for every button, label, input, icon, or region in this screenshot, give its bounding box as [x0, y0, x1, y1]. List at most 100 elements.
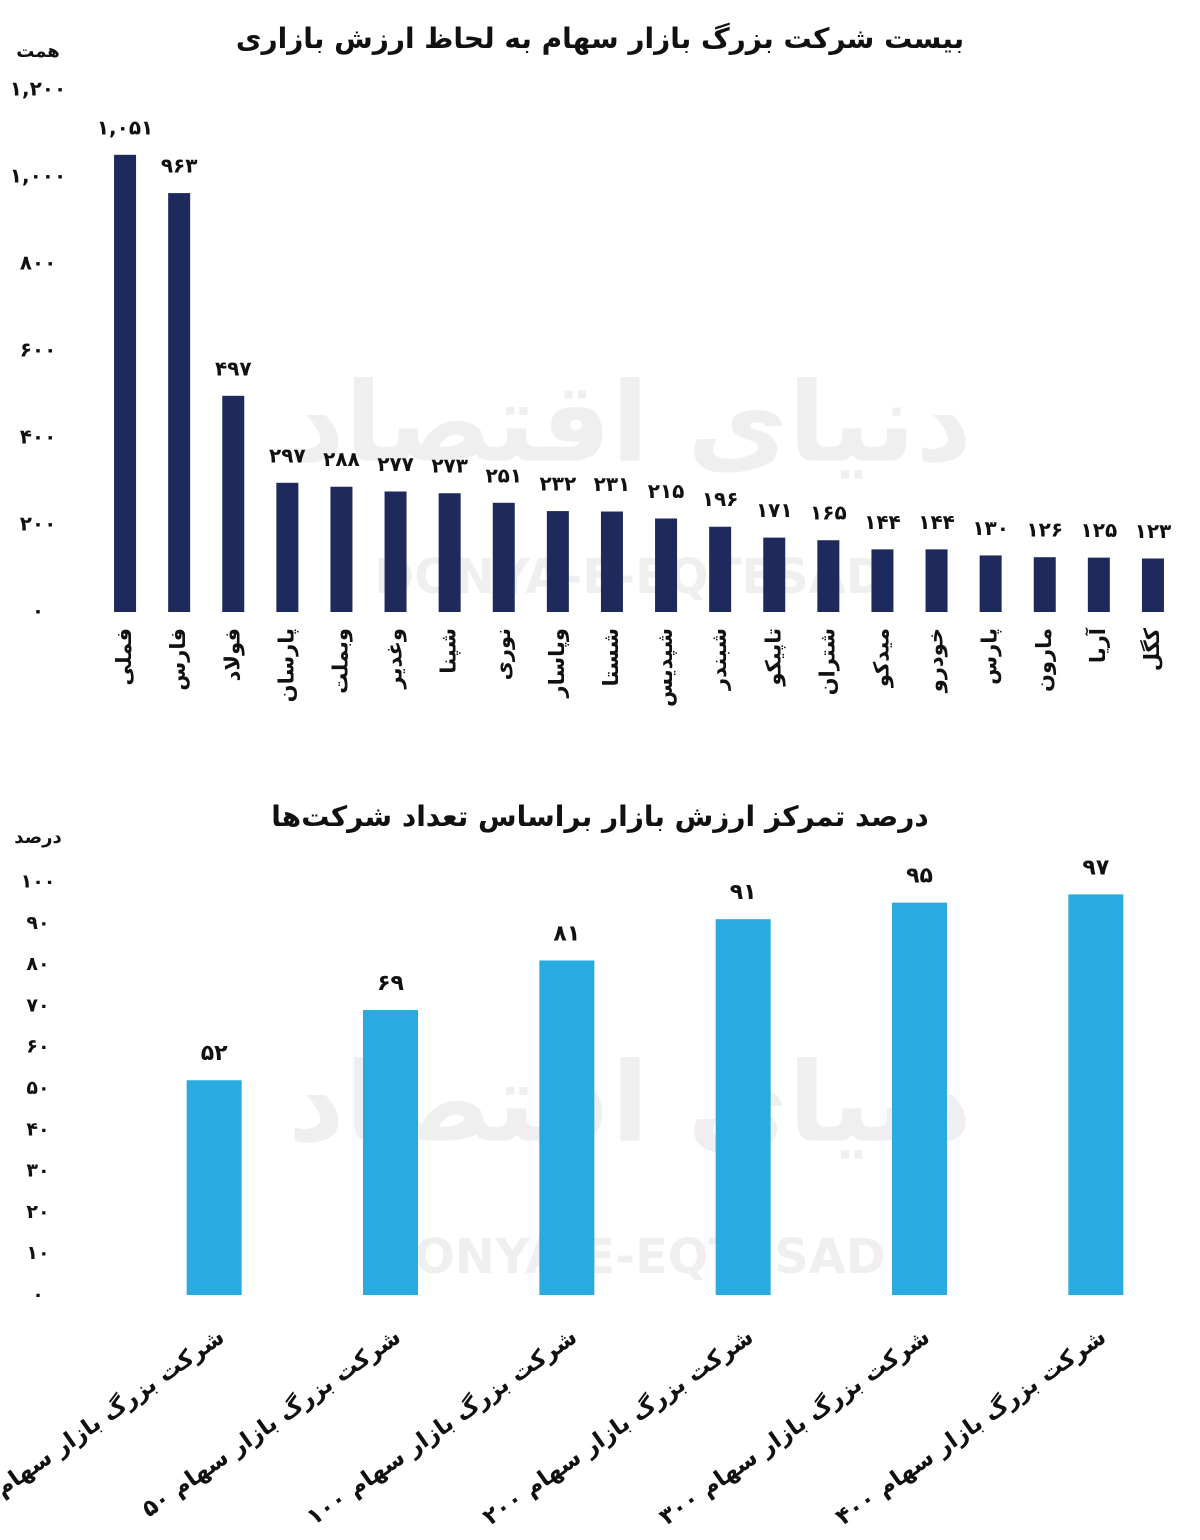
- value-label: ۹۶۳: [161, 154, 198, 178]
- bar: [168, 193, 191, 612]
- value-label: ۲۷۷: [377, 452, 414, 476]
- x-tick-label: شپدیس: [653, 628, 677, 707]
- y-tick-label: ۹۰: [26, 912, 49, 934]
- y-tick-label: ۱,۰۰۰: [10, 164, 66, 188]
- y-unit: همت: [16, 41, 60, 62]
- y-tick-label: ۷۰: [26, 994, 49, 1016]
- y-tick-label: ۸۰: [26, 953, 49, 975]
- value-label: ۱۷۱: [756, 498, 793, 522]
- bar: [438, 493, 461, 612]
- bar: [1033, 557, 1056, 612]
- value-label: ۹۵: [906, 864, 933, 889]
- bar: [363, 1010, 418, 1295]
- x-tick-label: میدکو: [869, 628, 893, 688]
- bar: [715, 919, 771, 1295]
- value-label: ۱۹۶: [702, 487, 739, 511]
- x-tick-label: خودرو: [924, 628, 948, 693]
- y-tick-label: ۴۰۰: [20, 425, 57, 449]
- bar: [330, 486, 353, 612]
- bar: [892, 902, 947, 1295]
- value-label: ۹۱: [730, 880, 757, 905]
- x-tick-label: کگل: [1139, 627, 1164, 671]
- bar: [114, 154, 137, 612]
- value-label: ۱۴۴: [918, 510, 955, 534]
- y-tick-label: ۱۰: [26, 1242, 49, 1264]
- x-tick-label: پارس: [978, 628, 1002, 685]
- bar: [222, 395, 245, 612]
- bar: [763, 537, 786, 612]
- x-tick-label: وغدیر: [383, 628, 407, 689]
- x-tick-label: شپنا: [437, 628, 461, 674]
- bar: [384, 491, 407, 612]
- x-tick-label: پارسان: [274, 628, 298, 702]
- chart-title: بیست شرکت بزرگ بازار سهام به لحاظ ارزش ب…: [236, 22, 964, 55]
- y-tick-label: ۲۰۰: [20, 512, 57, 536]
- value-label: ۲۷۳: [431, 454, 468, 478]
- bar: [492, 502, 515, 612]
- value-label: ۲۳۱: [594, 472, 631, 496]
- value-label: ۵۲: [201, 1041, 228, 1066]
- y-tick-label: ۶۰: [26, 1036, 49, 1058]
- x-tick-label: ۲۰۰ شرکت بزرگ بازار سهام: [478, 1323, 758, 1531]
- y-tick-label: ۳۰: [26, 1160, 49, 1182]
- y-tick-label: ۴۰: [26, 1118, 49, 1140]
- bar: [539, 960, 595, 1295]
- x-tick-label: شبندر: [707, 628, 731, 691]
- value-label: ۹۷: [1082, 855, 1109, 880]
- bar: [276, 482, 299, 612]
- value-label: ۱۶۵: [810, 501, 847, 525]
- value-label: ۶۹: [377, 971, 404, 996]
- x-tick-label: فملی: [112, 628, 136, 686]
- y-tick-label: ۰: [32, 599, 44, 623]
- y-tick-label: ۱۰۰: [21, 871, 56, 893]
- y-tick-label: ۸۰۰: [20, 251, 57, 275]
- watermark: DONYA-E-EQTESAD: [374, 1229, 885, 1285]
- bar: [925, 549, 948, 612]
- value-label: ۲۸۸: [323, 447, 360, 471]
- watermark: دنیای اقتصاد: [288, 358, 972, 486]
- bar: [546, 511, 569, 612]
- x-tick-label: آریا: [1085, 627, 1110, 663]
- bar: [655, 518, 678, 612]
- value-label: ۴۹۷: [215, 356, 252, 380]
- bar: [1087, 557, 1110, 612]
- x-tick-label: وپاسار: [545, 628, 569, 698]
- bar: [1068, 894, 1124, 1295]
- x-tick-label: ۳۰۰ شرکت بزرگ بازار سهام: [654, 1323, 934, 1531]
- value-label: ۱۲۵: [1081, 518, 1118, 542]
- x-tick-label: مارون: [1032, 628, 1056, 692]
- bar: [709, 526, 732, 612]
- y-tick-label: ۱,۲۰۰: [10, 77, 66, 101]
- value-label: ۱۳۰: [972, 516, 1009, 540]
- bar: [1141, 558, 1164, 612]
- x-tick-label: فارس: [166, 628, 190, 691]
- value-label: ۲۹۷: [269, 443, 306, 467]
- value-label: ۸۱: [553, 921, 580, 946]
- x-tick-label: ۱۰۰ شرکت بزرگ بازار سهام: [302, 1323, 582, 1531]
- value-label: ۱,۰۵۱: [97, 115, 153, 139]
- value-label: ۲۱۵: [648, 479, 685, 503]
- y-tick-label: ۲۰: [26, 1201, 49, 1223]
- y-tick-label: ۰: [32, 1284, 44, 1306]
- value-label: ۱۲۶: [1026, 518, 1063, 542]
- x-tick-label: نوری: [491, 628, 515, 680]
- y-unit: درصد: [14, 827, 61, 848]
- bar: [979, 555, 1002, 612]
- value-label: ۲۵۱: [485, 463, 522, 487]
- y-tick-label: ۶۰۰: [20, 338, 57, 362]
- x-tick-label: شستا: [599, 628, 623, 686]
- x-tick-label: ۴۰۰ شرکت بزرگ بازار سهام: [831, 1323, 1111, 1531]
- value-label: ۱۲۳: [1135, 519, 1172, 543]
- bar: [600, 511, 623, 612]
- bar: [186, 1080, 242, 1295]
- x-tick-label: فولاد: [220, 628, 244, 681]
- value-label: ۲۳۲: [540, 472, 577, 496]
- x-tick-label: شتران: [815, 628, 839, 695]
- bar: [817, 540, 840, 612]
- y-tick-label: ۵۰: [26, 1077, 49, 1099]
- x-tick-label: تاپیکو: [761, 628, 785, 687]
- x-tick-label: وبملت: [328, 628, 352, 694]
- value-label: ۱۴۴: [864, 510, 901, 534]
- chart-title: درصد تمرکز ارزش بازار براساس تعداد شرکت‌…: [271, 800, 928, 833]
